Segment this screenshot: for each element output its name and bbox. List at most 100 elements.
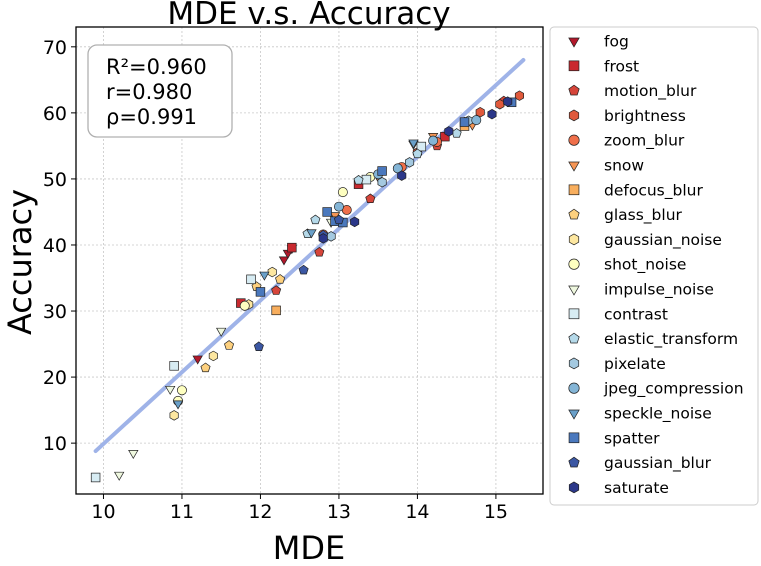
legend-frame bbox=[549, 26, 759, 506]
data-point bbox=[475, 106, 485, 118]
legend-label: motion_blur bbox=[604, 82, 697, 101]
data-point bbox=[271, 305, 281, 316]
chart-title: MDE v.s. Accuracy bbox=[167, 0, 450, 32]
data-point bbox=[177, 385, 187, 396]
series-shot-noise bbox=[173, 171, 376, 406]
legend-item-speckle-noise: speckle_noise bbox=[568, 405, 712, 424]
data-point bbox=[377, 166, 387, 176]
x-tick-label: 15 bbox=[484, 501, 508, 523]
legend-item-spatter: spatter bbox=[568, 429, 660, 447]
data-point bbox=[253, 341, 264, 351]
legend-label: snow bbox=[604, 157, 644, 175]
legend-item-glass-blur: glass_blur bbox=[568, 206, 683, 225]
legend-label: frost bbox=[604, 57, 639, 75]
data-point bbox=[397, 170, 407, 181]
data-point bbox=[444, 126, 454, 137]
legend-items: fog frost motion_blur brightness zoom_blursn… bbox=[568, 33, 744, 497]
legend-label: zoom_blur bbox=[604, 132, 685, 151]
legend-label: elastic_transform bbox=[604, 330, 738, 349]
data-point bbox=[361, 174, 372, 185]
legend-marker bbox=[568, 184, 580, 196]
legend-marker bbox=[568, 357, 580, 370]
data-point bbox=[514, 90, 524, 101]
data-point bbox=[459, 117, 470, 127]
data-point bbox=[239, 300, 250, 311]
data-point bbox=[224, 340, 235, 350]
data-point bbox=[408, 139, 419, 149]
legend-item-fog: fog bbox=[568, 33, 629, 51]
data-point bbox=[200, 362, 211, 373]
data-points-layer bbox=[90, 90, 524, 483]
stats-spearman-rho: ρ=0.991 bbox=[106, 105, 197, 129]
y-tick-label: 50 bbox=[43, 169, 67, 191]
data-point bbox=[278, 256, 290, 266]
data-point bbox=[322, 207, 332, 217]
stats-box-frame bbox=[87, 44, 233, 138]
series-contrast bbox=[90, 141, 427, 483]
legend-label: impulse_noise bbox=[604, 281, 714, 300]
data-point bbox=[471, 115, 482, 126]
series-defocus-blur bbox=[271, 121, 470, 316]
legend-marker bbox=[568, 258, 580, 270]
legend-label: spatter bbox=[604, 429, 660, 447]
legend-label: gaussian_blur bbox=[604, 454, 712, 473]
legend-item-zoom-blur: zoom_blur bbox=[568, 132, 685, 151]
data-point bbox=[503, 96, 513, 107]
data-point bbox=[113, 471, 125, 481]
legend-marker bbox=[568, 233, 580, 246]
legend-marker bbox=[568, 409, 580, 420]
legend-label: brightness bbox=[604, 107, 686, 125]
legend-label: speckle_noise bbox=[604, 405, 712, 424]
data-point bbox=[310, 214, 321, 225]
legend-item-gaussian-blur: gaussian_blur bbox=[568, 454, 712, 473]
legend-label: defocus_blur bbox=[604, 181, 703, 200]
series-elastic-transform bbox=[302, 128, 462, 239]
legend-item-shot-noise: shot_noise bbox=[568, 256, 686, 275]
y-tick-label: 20 bbox=[43, 367, 67, 389]
legend-item-contrast: contrast bbox=[568, 305, 668, 323]
data-point bbox=[259, 271, 270, 281]
y-tick-label: 60 bbox=[43, 103, 67, 125]
legend-marker bbox=[568, 382, 580, 394]
series-saturate bbox=[318, 96, 513, 244]
data-point bbox=[164, 385, 176, 395]
data-point bbox=[318, 233, 328, 244]
x-tick-label: 14 bbox=[405, 501, 429, 523]
data-point bbox=[333, 214, 344, 225]
x-tick-label: 12 bbox=[248, 501, 272, 523]
legend-marker bbox=[568, 134, 580, 146]
legend-label: fog bbox=[604, 33, 629, 51]
series-speckle-noise bbox=[172, 139, 419, 410]
data-point bbox=[333, 201, 344, 212]
data-point bbox=[246, 274, 256, 285]
legend-label: contrast bbox=[604, 305, 668, 323]
legend-label: gaussian_noise bbox=[604, 231, 722, 250]
legend-item-saturate: saturate bbox=[568, 479, 669, 497]
data-point bbox=[412, 148, 423, 159]
data-point bbox=[267, 266, 277, 278]
legend-item-pixelate: pixelate bbox=[568, 355, 666, 373]
data-point bbox=[326, 231, 336, 242]
data-point bbox=[298, 264, 309, 275]
legend-marker bbox=[568, 308, 580, 320]
legend-marker bbox=[568, 432, 580, 444]
legend-label: jpeg_compression bbox=[603, 380, 744, 399]
legend-marker bbox=[568, 161, 580, 172]
data-point bbox=[365, 193, 376, 203]
legend-marker bbox=[568, 285, 580, 296]
data-point bbox=[405, 157, 415, 168]
x-axis-title: MDE bbox=[273, 529, 345, 566]
data-point bbox=[271, 285, 282, 295]
legend-marker bbox=[568, 456, 580, 468]
data-point bbox=[314, 246, 325, 257]
data-point bbox=[495, 99, 505, 110]
data-point bbox=[287, 242, 297, 253]
regression-line bbox=[93, 58, 526, 454]
legend-item-motion-blur: motion_blur bbox=[568, 82, 697, 101]
legend-marker bbox=[568, 481, 580, 494]
x-tick-label: 11 bbox=[170, 501, 194, 523]
stats-r-squared: R²=0.960 bbox=[106, 55, 207, 79]
data-point bbox=[208, 350, 218, 362]
data-point bbox=[169, 410, 179, 421]
data-point bbox=[377, 176, 387, 188]
